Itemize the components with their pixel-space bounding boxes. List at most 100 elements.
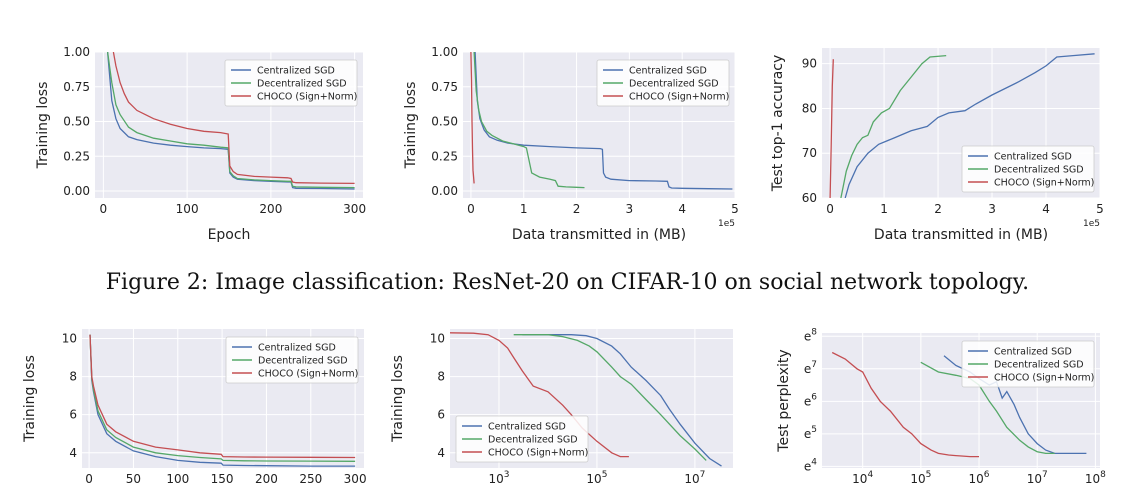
x-tick-label: 104 bbox=[852, 470, 873, 486]
chart-panel-5: 103 105 107 4 6 8 10 Training loss Centralized S… bbox=[390, 329, 733, 486]
x-tick-label: 103 bbox=[488, 470, 509, 486]
y-tick-label: 8 bbox=[437, 370, 445, 384]
y-axis-label: Test perplexity bbox=[776, 349, 792, 452]
legend: Centralized SGD Decentralized SGD CHOCO (S… bbox=[596, 59, 730, 107]
legend-box bbox=[225, 336, 359, 384]
series-line-decentralized-sgd bbox=[473, 52, 585, 189]
x-tick-label: 5 bbox=[731, 202, 739, 216]
y-tick-label: 4 bbox=[69, 446, 77, 460]
x-tick-label: 300 bbox=[344, 472, 367, 486]
legend-entry: Centralized SGD bbox=[257, 66, 335, 77]
y-tick-label: 0.50 bbox=[63, 115, 90, 129]
legend-box bbox=[961, 145, 1095, 193]
legend-box bbox=[596, 59, 730, 107]
x-tick-label: 2 bbox=[934, 202, 942, 216]
x-tick-label: 1 bbox=[520, 202, 528, 216]
legend: Centralized SGD Decentralized SGD CHOCO (S… bbox=[224, 59, 358, 107]
x-tick-label: 0 bbox=[467, 202, 475, 216]
legend-entry: Decentralized SGD bbox=[488, 435, 578, 446]
x-tick-label: 5 bbox=[1096, 202, 1104, 216]
legend-entry: Decentralized SGD bbox=[629, 79, 719, 90]
x-tick-label: 1 bbox=[880, 202, 888, 216]
legend-entry: Decentralized SGD bbox=[994, 360, 1084, 371]
x-tick-label: 100 bbox=[176, 202, 199, 216]
x-tick-label: 3 bbox=[626, 202, 634, 216]
y-tick-label: 8 bbox=[69, 370, 77, 384]
x-tick-label: 50 bbox=[126, 472, 141, 486]
y-tick-label: 4 bbox=[437, 446, 445, 460]
x-tick-label: 107 bbox=[684, 470, 705, 486]
series-line-choco-sign-norm- bbox=[450, 332, 629, 458]
x-tick-label: 105 bbox=[586, 470, 607, 486]
legend: Centralized SGD Decentralized SGD CHOCO (S… bbox=[961, 145, 1095, 193]
x-tick-label: 3 bbox=[988, 202, 996, 216]
series-line-decentralized-sgd bbox=[513, 334, 707, 461]
x-axis-label: Data transmitted in (MB) bbox=[874, 227, 1048, 243]
chart-panel-1: 0 100 200 300 0.00 0.25 0.50 0.75 1.00 Epoch Train… bbox=[35, 45, 366, 243]
x-tick-label: 105 bbox=[910, 470, 931, 486]
series-line-decentralized-sgd bbox=[106, 52, 355, 189]
x-tick-label: 0 bbox=[100, 202, 108, 216]
legend-entry: CHOCO (Sign+Norm) bbox=[257, 92, 357, 103]
y-tick-label: e7 bbox=[804, 360, 817, 376]
y-tick-label: e4 bbox=[804, 457, 817, 473]
x-axis-label: Data transmitted in (MB) bbox=[512, 227, 686, 243]
x-tick-label: 106 bbox=[969, 470, 990, 486]
y-tick-label: 0.75 bbox=[431, 80, 458, 94]
y-tick-label: 1.00 bbox=[63, 45, 90, 59]
y-axis-label: Training loss bbox=[403, 82, 419, 170]
chart-panel-6: 104 105 106 107 108 e4 e5 e6 e7 e8 Test perplexity… bbox=[776, 327, 1106, 486]
y-tick-label: e5 bbox=[804, 425, 817, 441]
y-axis-label: Test top-1 accuracy bbox=[770, 55, 786, 193]
y-tick-label: 0.25 bbox=[63, 149, 90, 163]
series-line-choco-sign-norm- bbox=[89, 334, 356, 459]
y-tick-label: 80 bbox=[802, 101, 817, 115]
series-line-decentralized-sgd bbox=[840, 54, 947, 198]
x-tick-label: 200 bbox=[255, 472, 278, 486]
series-line-choco-sign-norm- bbox=[470, 52, 475, 184]
series-line-centralized-sgd bbox=[474, 52, 733, 190]
series-line-decentralized-sgd bbox=[89, 334, 356, 462]
chart-panel-4: 0 50 100 150 200 250 300 4 6 8 10 Training loss Cent… bbox=[22, 329, 367, 486]
legend-entry: CHOCO (Sign+Norm) bbox=[629, 92, 729, 103]
figure-caption: Figure 2: Image classification: ResNet-2… bbox=[105, 270, 1030, 295]
legend-entry: Decentralized SGD bbox=[257, 79, 347, 90]
x-tick-label: 4 bbox=[678, 202, 686, 216]
x-offset-label: 1e5 bbox=[718, 219, 735, 229]
legend-box bbox=[961, 340, 1095, 388]
x-tick-label: 100 bbox=[166, 472, 189, 486]
y-tick-label: e6 bbox=[804, 392, 817, 408]
series-line-centralized-sgd bbox=[522, 334, 722, 467]
x-tick-label: 150 bbox=[211, 472, 234, 486]
series-line-choco-sign-norm- bbox=[831, 351, 979, 458]
x-axis-label: Epoch bbox=[208, 227, 251, 243]
y-tick-label: 0.00 bbox=[63, 184, 90, 198]
y-axis-label: Training loss bbox=[390, 355, 406, 443]
y-axis-label: Training loss bbox=[35, 82, 51, 170]
legend-entry: Centralized SGD bbox=[994, 347, 1072, 358]
x-tick-label: 4 bbox=[1042, 202, 1050, 216]
x-tick-label: 2 bbox=[573, 202, 581, 216]
legend: Centralized SGD Decentralized SGD CHOCO (S… bbox=[961, 340, 1095, 388]
y-tick-label: 0.75 bbox=[63, 80, 90, 94]
legend-entry: Centralized SGD bbox=[629, 66, 707, 77]
chart-panel-3: 0 1 2 3 4 5 60 70 80 90 Data transmitted in (MB) Te… bbox=[770, 48, 1104, 243]
x-tick-label: 250 bbox=[299, 472, 322, 486]
y-tick-label: 10 bbox=[62, 332, 77, 346]
y-tick-label: 10 bbox=[430, 332, 445, 346]
y-tick-label: e8 bbox=[804, 327, 817, 343]
y-tick-label: 60 bbox=[802, 191, 817, 205]
y-tick-label: 70 bbox=[802, 146, 817, 160]
legend-entry: Centralized SGD bbox=[258, 343, 336, 354]
series-line-centralized-sgd bbox=[844, 53, 1095, 198]
x-offset-label: 1e5 bbox=[1083, 219, 1100, 229]
y-tick-label: 90 bbox=[802, 57, 817, 71]
x-tick-label: 0 bbox=[85, 472, 93, 486]
y-tick-label: 0.00 bbox=[431, 184, 458, 198]
y-axis-label: Training loss bbox=[22, 355, 38, 443]
x-tick-label: 200 bbox=[259, 202, 282, 216]
legend-entry: Centralized SGD bbox=[994, 152, 1072, 163]
y-tick-label: 6 bbox=[437, 408, 445, 422]
legend-box bbox=[455, 415, 589, 463]
